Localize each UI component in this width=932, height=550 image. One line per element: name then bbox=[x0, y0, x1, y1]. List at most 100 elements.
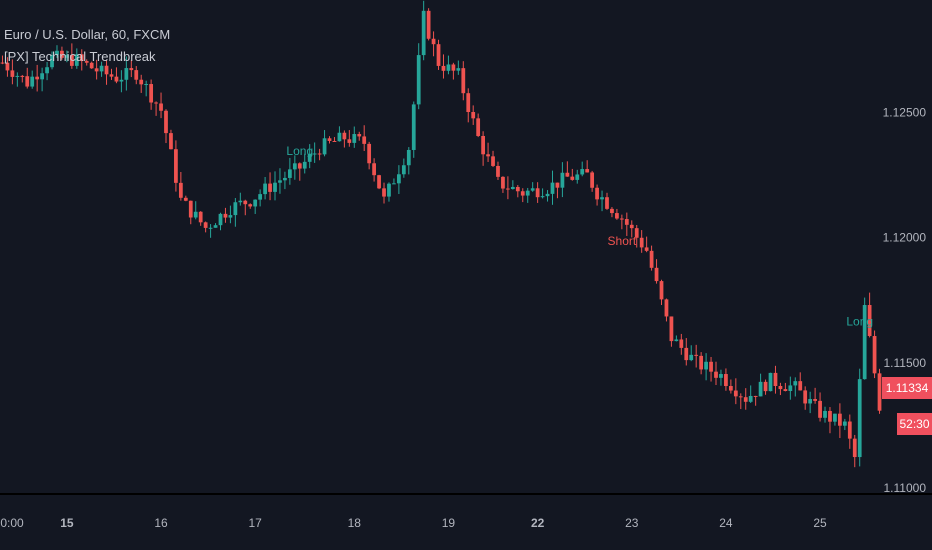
candle-body bbox=[506, 188, 510, 190]
signal-long-label: Long bbox=[286, 144, 313, 158]
candle-body bbox=[496, 165, 500, 177]
candle-body bbox=[684, 347, 689, 361]
candle-body bbox=[481, 135, 486, 155]
candle-body bbox=[689, 354, 694, 361]
candle-body bbox=[768, 372, 773, 392]
candle-body bbox=[590, 172, 595, 188]
candle-body bbox=[392, 183, 396, 185]
candle-body bbox=[615, 213, 619, 219]
candle-body bbox=[35, 76, 40, 80]
candle-body bbox=[813, 399, 817, 401]
candle-body bbox=[169, 133, 173, 150]
time-tick-label: 24 bbox=[719, 516, 733, 530]
candle-body bbox=[99, 65, 104, 72]
candle-body bbox=[109, 74, 114, 77]
candle-body bbox=[332, 140, 337, 142]
candle-body bbox=[833, 413, 837, 422]
candle-body bbox=[55, 50, 59, 55]
candle-body bbox=[476, 118, 481, 136]
candle-body bbox=[471, 112, 476, 119]
candle-body bbox=[65, 54, 69, 58]
candle-body bbox=[213, 225, 218, 228]
candle-body bbox=[441, 65, 446, 71]
candle-body bbox=[862, 305, 867, 380]
candle-body bbox=[699, 355, 704, 370]
candle-body bbox=[580, 169, 585, 175]
candle-body bbox=[15, 75, 20, 77]
candle-body bbox=[828, 410, 832, 422]
candle-body bbox=[818, 400, 822, 418]
symbol-title[interactable]: Euro / U.S. Dollar, 60, FXCM bbox=[4, 27, 171, 42]
candle-body bbox=[501, 176, 505, 189]
candle-body bbox=[317, 153, 322, 155]
time-tick-label: 0:00 bbox=[0, 516, 24, 530]
candle-body bbox=[877, 373, 882, 411]
candle-body bbox=[89, 62, 94, 69]
candle-body bbox=[748, 395, 753, 402]
candle-body bbox=[823, 410, 827, 418]
last-price-badge: 1.11334 bbox=[882, 377, 932, 399]
candle-body bbox=[709, 361, 713, 372]
candle-body bbox=[600, 197, 604, 200]
price-axis[interactable]: 1.12500 1.12000 1.11500 1.11000 bbox=[883, 106, 927, 495]
candle-body bbox=[515, 186, 520, 192]
signal-long-label: Long bbox=[846, 314, 873, 328]
candle-body bbox=[297, 163, 302, 169]
candle-body bbox=[644, 247, 649, 251]
candle-body bbox=[595, 187, 599, 200]
candle-body bbox=[382, 188, 386, 197]
candle-body bbox=[510, 186, 515, 189]
candle-body bbox=[174, 149, 178, 183]
time-tick-label: 19 bbox=[442, 516, 456, 530]
time-tick-label: 22 bbox=[531, 516, 545, 530]
candle-body bbox=[149, 84, 154, 103]
candle-body bbox=[362, 136, 367, 144]
candle-body bbox=[94, 68, 99, 72]
candle-body bbox=[411, 104, 416, 150]
candle-body bbox=[263, 183, 267, 195]
price-tick-label: 1.12000 bbox=[883, 231, 927, 245]
candle-body bbox=[253, 199, 258, 207]
time-axis[interactable]: 0:00 15 16 17 18 19 22 23 24 25 bbox=[0, 493, 932, 530]
candle-body bbox=[154, 102, 158, 104]
candle-body bbox=[223, 213, 228, 218]
candle-body bbox=[431, 38, 436, 45]
candle-body bbox=[203, 222, 208, 228]
candle-body bbox=[624, 219, 629, 225]
candle-body bbox=[426, 10, 431, 39]
candle-body bbox=[629, 224, 634, 229]
candle-body bbox=[793, 381, 798, 386]
candle-body bbox=[466, 93, 471, 113]
candle-body bbox=[852, 438, 857, 458]
candle-body bbox=[605, 197, 609, 209]
candle-body bbox=[268, 183, 272, 192]
candle-body bbox=[352, 134, 357, 143]
candle-body bbox=[575, 174, 580, 180]
candle-body bbox=[421, 10, 426, 56]
candle-body bbox=[803, 390, 808, 404]
candle-body bbox=[114, 76, 119, 82]
candle-body bbox=[40, 73, 45, 80]
candle-body bbox=[555, 182, 560, 188]
candle-body bbox=[451, 64, 456, 71]
candle-body bbox=[461, 68, 466, 94]
candle-body bbox=[808, 399, 813, 404]
candle-body bbox=[273, 182, 277, 192]
candle-body bbox=[679, 339, 684, 348]
candle-body bbox=[837, 413, 842, 426]
candle-body bbox=[758, 381, 763, 397]
candle-body bbox=[728, 386, 733, 391]
candle-body bbox=[10, 70, 15, 77]
candle-body bbox=[456, 68, 461, 71]
indicator-label[interactable]: [PX] Technical Trendbreak bbox=[4, 49, 156, 64]
price-tick-label: 1.12500 bbox=[883, 106, 927, 120]
candle-body bbox=[119, 79, 124, 82]
candle-body bbox=[50, 54, 54, 68]
candle-body bbox=[367, 143, 372, 164]
candle-body bbox=[585, 169, 590, 173]
candle-body bbox=[867, 305, 872, 337]
candle-body bbox=[783, 389, 788, 392]
candle-body bbox=[704, 361, 708, 370]
candle-body bbox=[322, 138, 327, 155]
